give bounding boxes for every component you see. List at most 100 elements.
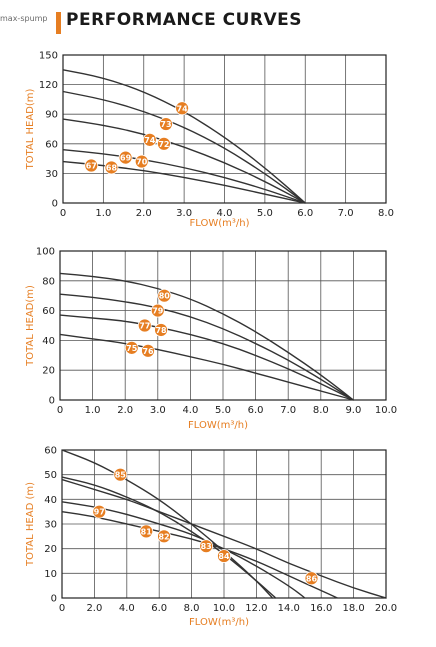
x-tick-label: 10.0 bbox=[375, 405, 397, 416]
x-tick-label: 9.0 bbox=[345, 405, 361, 416]
efficiency-label: 68 bbox=[106, 163, 118, 172]
efficiency-marker bbox=[199, 539, 214, 554]
x-axis-label: FLOW(m³/h) bbox=[188, 420, 248, 431]
efficiency-label: 80 bbox=[159, 292, 171, 301]
curve-series-4 bbox=[59, 333, 355, 401]
efficiency-label: 79 bbox=[152, 307, 164, 316]
y-tick-label: 60 bbox=[42, 306, 55, 317]
y-tick-label: 60 bbox=[45, 139, 58, 150]
curve-series-5 bbox=[61, 478, 387, 599]
efficiency-marker bbox=[159, 117, 173, 131]
efficiency-marker bbox=[141, 343, 155, 358]
x-tick-label: 6.0 bbox=[297, 208, 313, 219]
x-axis-label: FLOW(m³/h) bbox=[189, 617, 249, 628]
efficiency-label: 85 bbox=[115, 471, 127, 480]
y-tick-label: 30 bbox=[44, 520, 57, 531]
efficiency-marker bbox=[157, 529, 171, 544]
plot-frame bbox=[59, 250, 387, 401]
x-tick-label: 4.0 bbox=[182, 405, 198, 416]
y-tick-label: 0 bbox=[49, 396, 55, 407]
y-tick-label: 0 bbox=[51, 594, 57, 605]
y-tick-label: 20 bbox=[44, 544, 57, 555]
efficiency-label: 83 bbox=[201, 542, 212, 551]
y-axis-label: TOTAL HEAD(m) bbox=[25, 285, 36, 367]
efficiency-marker bbox=[139, 524, 154, 539]
efficiency-label: 78 bbox=[155, 326, 167, 335]
y-tick-label: 30 bbox=[45, 169, 58, 180]
efficiency-marker bbox=[157, 136, 171, 151]
x-tick-label: 0 bbox=[57, 405, 63, 416]
efficiency-label: 73 bbox=[160, 120, 171, 129]
y-tick-label: 20 bbox=[42, 366, 55, 377]
y-tick-label: 40 bbox=[44, 495, 57, 506]
chart-3: 0 2.0 4.0 6.0 8.0 10.0 12.0 14.0 16.0 18.0 20.0 0 10… bbox=[25, 446, 397, 629]
x-tick-label: 14.0 bbox=[278, 603, 300, 614]
x-tick-label: 7.0 bbox=[280, 405, 296, 416]
efficiency-label: 82 bbox=[158, 532, 169, 541]
efficiency-marker bbox=[124, 340, 139, 355]
efficiency-marker bbox=[142, 132, 157, 147]
efficiency-label: 84 bbox=[218, 552, 230, 561]
x-tick-label: 1.0 bbox=[85, 405, 101, 416]
title-accent-bar bbox=[56, 12, 61, 34]
efficiency-label: 81 bbox=[141, 527, 153, 536]
efficiency-marker bbox=[104, 160, 119, 175]
x-tick-label: 8.0 bbox=[378, 208, 394, 219]
x-tick-label: 4.0 bbox=[119, 603, 135, 614]
x-tick-label: 18.0 bbox=[342, 603, 364, 614]
curve-series-4 bbox=[62, 149, 306, 204]
y-axis-label: TOTAL HEAD (m) bbox=[25, 482, 36, 567]
y-tick-label: 10 bbox=[44, 569, 57, 580]
y-tick-label: 150 bbox=[39, 51, 58, 62]
chart-1: 0 1.0 2.0 3.0 4.0 5.0 6.0 7.0 8.0 0 30 60 90 120 150 FL… bbox=[25, 51, 394, 230]
x-tick-label: 12.0 bbox=[245, 603, 267, 614]
x-tick-label: 3.0 bbox=[150, 405, 166, 416]
y-tick-label: 50 bbox=[44, 470, 57, 481]
efficiency-marker bbox=[304, 571, 319, 586]
efficiency-label: 86 bbox=[306, 574, 318, 583]
efficiency-marker bbox=[175, 101, 190, 116]
efficiency-label: 69 bbox=[120, 154, 132, 163]
efficiency-label: 70 bbox=[136, 158, 148, 167]
efficiency-label: 75 bbox=[126, 344, 138, 353]
efficiency-marker bbox=[92, 504, 107, 519]
x-tick-label: 20.0 bbox=[375, 603, 397, 614]
efficiency-marker bbox=[154, 323, 168, 337]
x-tick-label: 1.0 bbox=[95, 208, 111, 219]
plot-frame bbox=[62, 54, 387, 204]
y-tick-label: 80 bbox=[42, 276, 55, 287]
x-tick-label: 8.0 bbox=[184, 603, 200, 614]
curve-series-2 bbox=[62, 90, 306, 204]
header: max-spump PERFORMANCE CURVES bbox=[0, 0, 436, 40]
x-tick-label: 2.0 bbox=[136, 208, 152, 219]
curve-series-4 bbox=[61, 511, 338, 599]
y-tick-label: 0 bbox=[52, 199, 58, 210]
x-tick-label: 0 bbox=[60, 208, 66, 219]
efficiency-marker bbox=[113, 467, 128, 482]
y-axis-label: TOTAL HEAD(m) bbox=[25, 88, 36, 170]
y-tick-label: 90 bbox=[45, 110, 58, 121]
efficiency-label: 74 bbox=[144, 136, 156, 145]
y-tick-label: 120 bbox=[39, 80, 58, 91]
efficiency-marker bbox=[134, 154, 149, 169]
page-title: PERFORMANCE CURVES bbox=[66, 10, 303, 30]
efficiency-marker bbox=[217, 549, 231, 563]
y-tick-label: 40 bbox=[42, 336, 55, 347]
plot-frame bbox=[61, 449, 387, 599]
curve-series-1 bbox=[59, 272, 355, 401]
x-tick-label: 0 bbox=[59, 603, 65, 614]
curve-series-3 bbox=[59, 314, 354, 401]
x-tick-label: 8.0 bbox=[313, 405, 329, 416]
y-tick-label: 60 bbox=[44, 446, 57, 457]
efficiency-label: 74 bbox=[177, 104, 189, 113]
curve-series-3 bbox=[62, 118, 306, 204]
efficiency-marker bbox=[84, 158, 99, 173]
x-axis-label: FLOW(m³/h) bbox=[190, 218, 250, 229]
efficiency-label: 77 bbox=[139, 322, 150, 331]
x-tick-label: 5.0 bbox=[257, 208, 273, 219]
watermark-text: max-spump bbox=[0, 14, 48, 23]
efficiency-label: 97 bbox=[94, 508, 105, 517]
chart-2: 0 1.0 2.0 3.0 4.0 5.0 6.0 7.0 8.0 9.0 10.0 0 20 40 60 8… bbox=[25, 247, 397, 432]
efficiency-label: 67 bbox=[86, 162, 97, 171]
